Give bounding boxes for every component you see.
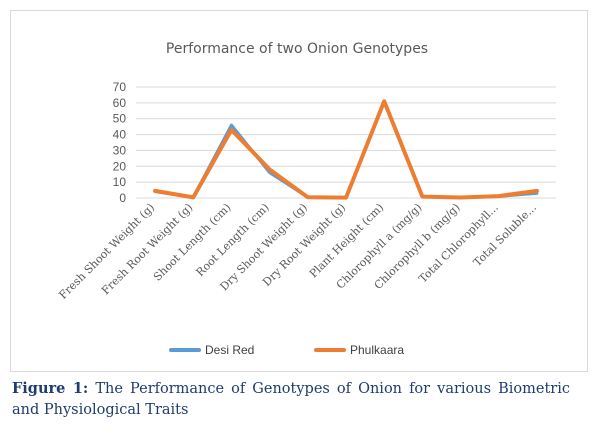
x-category-label: Root Length (cm) — [194, 201, 272, 279]
y-tick-label: 50 — [113, 112, 127, 126]
chart-frame: Performance of two Onion Genotypes 0 10 20… — [10, 10, 588, 372]
y-tick-label: 10 — [113, 175, 127, 189]
legend-label: Desi Red — [205, 343, 254, 357]
series-line-2 — [153, 99, 539, 200]
chart-title: Performance of two Onion Genotypes — [166, 41, 428, 57]
line-chart: Performance of two Onion Genotypes 0 10 20… — [56, 41, 556, 357]
y-tick-label: 0 — [119, 191, 126, 205]
figure-caption: Figure 1: The Performance of Genotypes o… — [12, 378, 570, 421]
y-tick-label: 70 — [113, 80, 127, 94]
y-tick-label: 60 — [113, 96, 127, 110]
legend-label: Phulkaara — [350, 343, 404, 357]
y-tick-label: 20 — [113, 159, 127, 173]
series-line-1 — [153, 99, 539, 200]
caption-text: The Performance of Genotypes of Onion fo… — [12, 381, 570, 418]
caption-label: Figure 1: — [12, 380, 89, 397]
y-tick-label: 30 — [113, 143, 127, 157]
y-tick-label: 40 — [113, 128, 127, 142]
